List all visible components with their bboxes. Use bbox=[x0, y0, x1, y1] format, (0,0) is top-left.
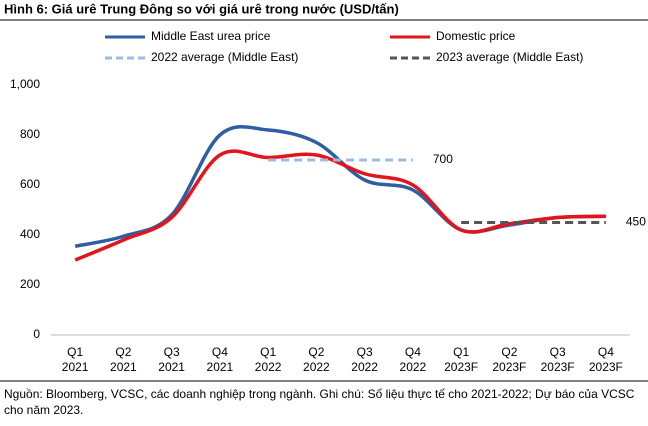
x-tick-label: Q2 bbox=[501, 345, 517, 359]
y-tick-label: 800 bbox=[20, 127, 40, 141]
x-tick-label: 2023F bbox=[541, 360, 575, 374]
x-tick-label: 2023F bbox=[589, 360, 623, 374]
x-tick-label: Q4 bbox=[598, 345, 614, 359]
y-tick-label: 1,000 bbox=[10, 77, 40, 91]
legend-label: Domestic price bbox=[436, 29, 516, 43]
x-tick-label: Q2 bbox=[308, 345, 324, 359]
legend-label: 2022 average (Middle East) bbox=[151, 50, 298, 64]
x-tick-label: 2021 bbox=[158, 360, 185, 374]
legend-label: Middle East urea price bbox=[151, 29, 271, 43]
x-tick-label: 2022 bbox=[400, 360, 427, 374]
y-tick-label: 600 bbox=[20, 177, 40, 191]
x-tick-label: 2021 bbox=[207, 360, 234, 374]
y-tick-label: 0 bbox=[33, 327, 40, 341]
x-tick-label: Q3 bbox=[357, 345, 373, 359]
x-tick-label: 2023F bbox=[492, 360, 526, 374]
x-tick-label: 2022 bbox=[351, 360, 378, 374]
series-line bbox=[74, 149, 606, 262]
y-tick-label: 200 bbox=[20, 277, 40, 291]
x-tick-label: Q1 bbox=[260, 345, 276, 359]
x-tick-label: 2021 bbox=[62, 360, 89, 374]
x-tick-label: 2022 bbox=[255, 360, 282, 374]
x-tick-label: Q4 bbox=[405, 345, 421, 359]
x-tick-label: Q1 bbox=[67, 345, 83, 359]
x-tick-label: Q3 bbox=[550, 345, 566, 359]
legend-label: 2023 average (Middle East) bbox=[436, 50, 583, 64]
x-tick-label: Q2 bbox=[115, 345, 131, 359]
data-label: 450 bbox=[626, 215, 646, 229]
chart-title: Hình 6: Giá urê Trung Đông so với giá ur… bbox=[4, 1, 399, 16]
source-note: Nguồn: Bloomberg, VCSC, các doanh nghiệp… bbox=[4, 387, 635, 417]
x-tick-label: 2022 bbox=[303, 360, 330, 374]
x-tick-label: Q4 bbox=[212, 345, 228, 359]
y-tick-label: 400 bbox=[20, 227, 40, 241]
x-tick-label: Q1 bbox=[453, 345, 469, 359]
data-label: 700 bbox=[433, 152, 453, 166]
x-tick-label: 2023F bbox=[444, 360, 478, 374]
x-tick-label: 2021 bbox=[110, 360, 137, 374]
x-tick-label: Q3 bbox=[164, 345, 180, 359]
